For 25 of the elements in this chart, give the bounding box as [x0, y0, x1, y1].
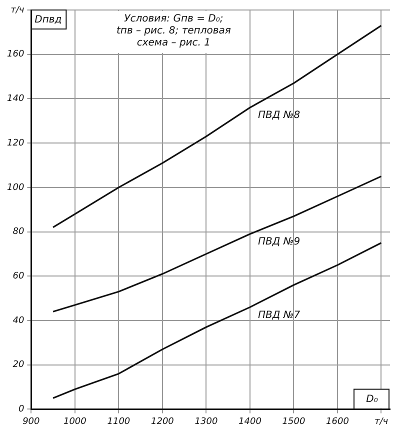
series-label: ПВД №9	[258, 236, 300, 248]
x-tick-label: т/ч	[374, 416, 388, 427]
x-tick-label: 1100	[107, 416, 130, 427]
x-tick-label: 1400	[238, 416, 262, 427]
x-axis-title: D₀	[366, 394, 378, 405]
x-tick-label: 1300	[194, 416, 218, 427]
y-axis-title: Dпвд	[34, 14, 62, 26]
y-tick-label: 20	[12, 360, 24, 370]
x-tick-label: 1200	[151, 416, 174, 427]
series-label: ПВД №8	[258, 110, 300, 122]
x-tick-label: 900	[22, 416, 40, 427]
y-tick-label: 140	[6, 94, 24, 104]
y-tick-label: 60	[12, 271, 24, 282]
x-tick-label: 1600	[326, 416, 350, 427]
y-tick-label: 160	[6, 50, 24, 60]
annotation: Условия: Gпв = D₀; tпв – рис. 8; тепловая схема – рис. 1	[116, 14, 231, 49]
series-label: ПВД №7	[258, 310, 301, 321]
y-tick-label: 120	[6, 138, 24, 148]
y-tick-label: 40	[12, 316, 24, 326]
y-tick-label: 100	[6, 182, 24, 193]
x-tick-label: 1000	[63, 416, 87, 427]
y-tick-label: 80	[12, 227, 24, 238]
x-tick-label: 1500	[282, 416, 306, 427]
y-tick-label: т/ч	[10, 5, 24, 16]
y-tick-label: 0	[18, 404, 24, 415]
